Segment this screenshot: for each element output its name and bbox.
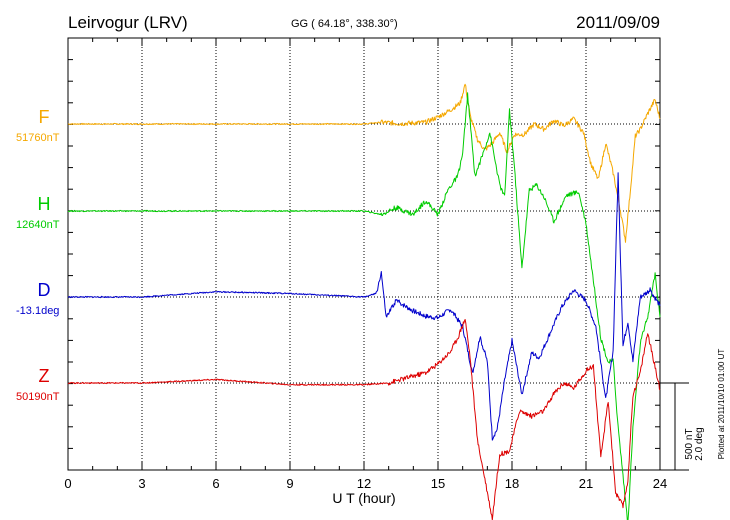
x-tick-label-18: 18 — [505, 476, 519, 491]
x-tick-label-3: 3 — [138, 476, 145, 491]
x-tick-label-0: 0 — [64, 476, 71, 491]
x-axis-label: U T (hour) — [332, 490, 395, 506]
x-tick-labels: 0 3 6 9 12 15 18 21 24 — [64, 476, 667, 491]
x-tick-label-12: 12 — [357, 476, 371, 491]
x-tick-label-24: 24 — [653, 476, 667, 491]
trace-H — [67, 92, 661, 520]
grid-lines — [68, 38, 660, 470]
date-label: 2011/09/09 — [576, 13, 660, 32]
series-labels: F 51760nT H 12640nT D -13.1deg Z 50190nT — [16, 107, 60, 403]
scale-bar: 500 nT 2.0 deg — [660, 382, 705, 471]
station-title: Leirvogur (LRV) — [68, 13, 188, 32]
x-tick-label-15: 15 — [431, 476, 445, 491]
scale-bar-deg-label: 2.0 deg — [694, 427, 705, 460]
series-label-D: D — [38, 280, 51, 300]
station-coordinates: GG ( 64.18°, 338.30°) — [291, 18, 398, 30]
series-label-F: F — [39, 107, 50, 127]
baseline-value-F: 51760nT — [16, 132, 60, 144]
plotted-timestamp: Plotted at 2011/10/10 01:00 UT — [717, 349, 726, 460]
x-tick-label-9: 9 — [286, 476, 293, 491]
x-tick-label-21: 21 — [579, 476, 593, 491]
series-label-H: H — [38, 194, 51, 214]
x-tick-label-6: 6 — [212, 476, 219, 491]
axis-ticks — [67, 38, 661, 470]
baseline-value-Z: 50190nT — [16, 391, 60, 403]
data-traces — [67, 83, 661, 520]
scale-bar-nt-label: 500 nT — [684, 428, 695, 459]
baseline-value-D: -13.1deg — [16, 305, 59, 317]
trace-D — [67, 172, 661, 441]
series-label-Z: Z — [39, 366, 50, 386]
trace-Z — [67, 319, 661, 520]
trace-F — [67, 83, 661, 243]
baseline-value-H: 12640nT — [16, 219, 60, 231]
